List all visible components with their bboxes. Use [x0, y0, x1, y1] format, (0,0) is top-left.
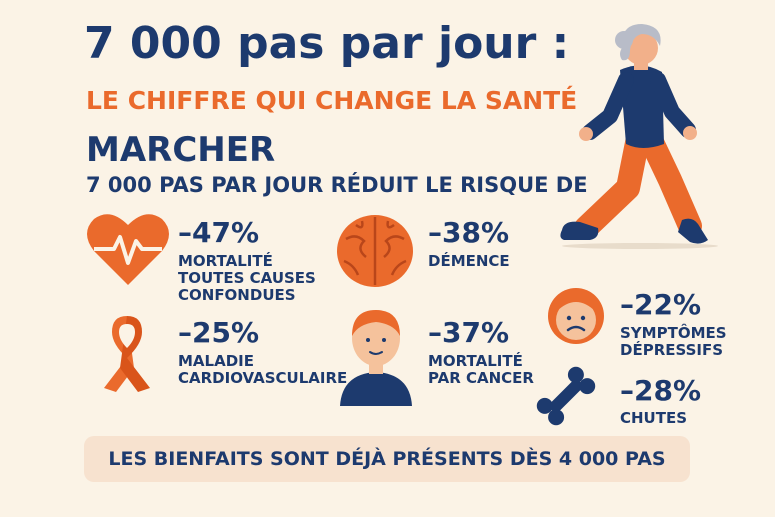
stat-value-depression: –22%	[620, 288, 702, 321]
page-subtitle: LE CHIFFRE QUI CHANGE LA SANTÉ	[86, 86, 578, 115]
stat-value-cardiovascular: –25%	[178, 316, 260, 349]
brain-icon	[337, 215, 413, 287]
stat-value-cancer: –37%	[428, 316, 510, 349]
stat-label-mortality: MORTALITÉ TOUTES CAUSES CONFONDUES	[178, 252, 316, 304]
heart-icon	[87, 214, 169, 285]
footer-text: LES BIENFAITS SONT DÉJÀ PRÉSENTS DÈS 4 0…	[108, 448, 666, 470]
section-title: MARCHER	[86, 130, 276, 170]
stat-label-depression: SYMPTÔMES DÉPRESSIFS	[620, 324, 727, 359]
intro-text: 7 000 PAS PAR JOUR RÉDUIT LE RISQUE DE	[86, 173, 588, 197]
stat-label-cancer: MORTALITÉ PAR CANCER	[428, 352, 534, 387]
person-icon	[340, 310, 412, 406]
stat-label-cardiovascular: MALADIE CARDIOVASCULAIRE	[178, 352, 348, 387]
page-title: 7 000 pas par jour :	[84, 18, 570, 69]
ribbon-icon	[104, 316, 150, 392]
stat-label-falls: CHUTES	[620, 409, 688, 427]
stat-label-dementia: DÉMENCE	[428, 252, 510, 270]
walking-woman-illustration	[560, 24, 718, 249]
stat-value-falls: –28%	[620, 374, 702, 407]
footer-banner	[84, 436, 690, 482]
sad-face-icon	[548, 288, 604, 344]
stat-value-mortality: –47%	[178, 216, 260, 249]
stat-value-dementia: –38%	[428, 216, 510, 249]
bone-icon	[536, 366, 596, 426]
